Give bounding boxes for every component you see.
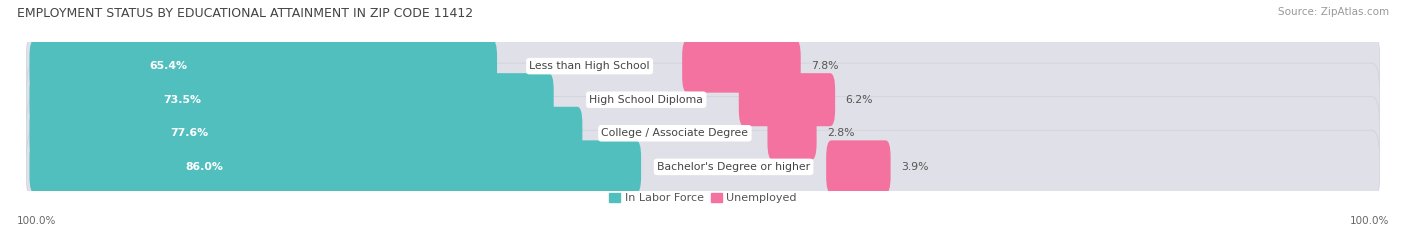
FancyBboxPatch shape [27, 97, 1379, 170]
Text: 77.6%: 77.6% [170, 128, 208, 138]
Text: 2.8%: 2.8% [827, 128, 855, 138]
Text: 86.0%: 86.0% [186, 162, 222, 172]
Text: 100.0%: 100.0% [1350, 216, 1389, 226]
FancyBboxPatch shape [738, 73, 835, 126]
Text: High School Diploma: High School Diploma [589, 95, 703, 105]
Text: 100.0%: 100.0% [17, 216, 56, 226]
Text: 6.2%: 6.2% [845, 95, 873, 105]
FancyBboxPatch shape [27, 130, 1379, 203]
FancyBboxPatch shape [27, 30, 1379, 103]
Text: Bachelor's Degree or higher: Bachelor's Degree or higher [657, 162, 810, 172]
FancyBboxPatch shape [30, 107, 582, 160]
FancyBboxPatch shape [30, 73, 554, 126]
Text: 7.8%: 7.8% [811, 61, 838, 71]
Legend: In Labor Force, Unemployed: In Labor Force, Unemployed [605, 189, 801, 208]
Text: Source: ZipAtlas.com: Source: ZipAtlas.com [1278, 7, 1389, 17]
FancyBboxPatch shape [30, 40, 498, 93]
FancyBboxPatch shape [27, 63, 1379, 136]
Text: College / Associate Degree: College / Associate Degree [602, 128, 748, 138]
Text: Less than High School: Less than High School [529, 61, 650, 71]
FancyBboxPatch shape [827, 140, 890, 193]
FancyBboxPatch shape [768, 107, 817, 160]
Text: 65.4%: 65.4% [149, 61, 187, 71]
FancyBboxPatch shape [30, 140, 641, 193]
Text: 3.9%: 3.9% [901, 162, 928, 172]
Text: EMPLOYMENT STATUS BY EDUCATIONAL ATTAINMENT IN ZIP CODE 11412: EMPLOYMENT STATUS BY EDUCATIONAL ATTAINM… [17, 7, 472, 20]
Text: 73.5%: 73.5% [163, 95, 201, 105]
FancyBboxPatch shape [682, 40, 800, 93]
